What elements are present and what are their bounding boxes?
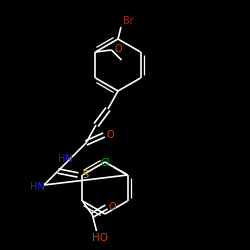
Text: S: S	[82, 170, 88, 180]
Text: HN: HN	[30, 182, 44, 192]
Text: O: O	[106, 130, 114, 140]
Text: HN: HN	[58, 154, 72, 164]
Text: Cl: Cl	[101, 158, 110, 168]
Text: Br: Br	[122, 16, 134, 26]
Text: HO: HO	[92, 233, 108, 243]
Text: O: O	[115, 44, 122, 54]
Text: O: O	[109, 202, 116, 212]
